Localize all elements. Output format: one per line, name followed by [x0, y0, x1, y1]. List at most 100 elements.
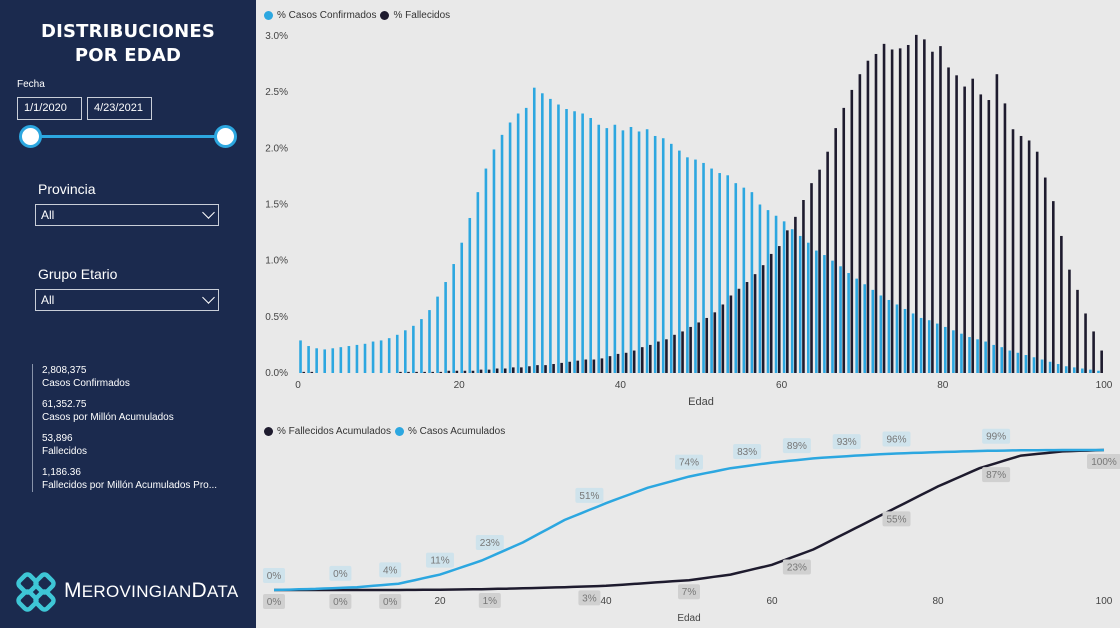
- bar-casos: [1040, 359, 1044, 373]
- date-start-input[interactable]: 1/1/2020: [17, 97, 82, 120]
- bar-casos: [541, 93, 544, 373]
- y-tick-label: 1.5%: [265, 200, 288, 211]
- data-label-fallecidos-box: [478, 592, 501, 608]
- bar-fallecidos: [310, 371, 314, 373]
- line-chart-legend: % Fallecidos Acumulados % Casos Acumulad…: [264, 426, 505, 437]
- provincia-dropdown[interactable]: All: [35, 204, 219, 226]
- bar-fallecidos: [850, 89, 854, 374]
- kpi-fallecidos-value: 53,896: [42, 433, 73, 444]
- bar-fallecidos: [955, 75, 958, 374]
- bar-casos: [605, 128, 609, 373]
- bar-casos: [847, 273, 850, 373]
- bar-casos: [855, 278, 858, 373]
- legend-fallecidos-acum-label: % Fallecidos Acumulados: [277, 426, 391, 437]
- data-label-casos: 23%: [480, 538, 500, 549]
- date-slider-end-handle[interactable]: [214, 125, 237, 148]
- data-label-fallecidos-box: [678, 584, 700, 600]
- bar-casos: [919, 317, 923, 373]
- bar-casos: [460, 242, 464, 373]
- bar-casos: [823, 255, 826, 373]
- bar-casos: [549, 98, 552, 373]
- data-label-casos-box: [475, 534, 504, 550]
- bar-casos: [500, 134, 504, 373]
- bar-fallecidos: [447, 370, 451, 373]
- kpi-casos-label: Casos Confirmados: [42, 378, 130, 389]
- bar-fallecidos: [665, 339, 668, 373]
- bar-fallecidos: [794, 216, 797, 373]
- bar-casos: [702, 162, 705, 373]
- bar-casos: [1016, 352, 1020, 373]
- bar-casos: [976, 339, 979, 373]
- data-label-casos-box: [329, 565, 352, 581]
- bar-casos: [1089, 369, 1092, 373]
- bar-fallecidos: [463, 370, 467, 373]
- bar-fallecidos: [874, 53, 878, 374]
- bar-fallecidos: [939, 46, 942, 374]
- bar-fallecidos: [737, 288, 741, 373]
- bar-fallecidos: [544, 365, 547, 373]
- bar-fallecidos: [407, 371, 410, 373]
- bar-fallecidos: [947, 67, 950, 373]
- kpi-fallecidos-label: Fallecidos: [42, 446, 88, 457]
- bar-fallecidos: [681, 331, 684, 373]
- data-label-fallecidos: 100%: [1091, 457, 1117, 468]
- data-label-casos-box: [675, 454, 703, 470]
- bar-casos: [379, 340, 383, 373]
- fecha-label: Fecha: [17, 79, 45, 90]
- legend-casos-acum-dot: [394, 427, 404, 436]
- data-label-fallecidos-box: [263, 594, 285, 609]
- bar-casos: [984, 341, 987, 373]
- bar-casos: [807, 242, 810, 373]
- bar-fallecidos: [890, 49, 894, 373]
- bar-casos: [404, 330, 407, 373]
- bar-fallecidos: [810, 183, 813, 373]
- bar-casos: [669, 143, 673, 373]
- data-label-casos-box: [982, 428, 1011, 444]
- kpi-fallecidos-millon-value: 1,186.36: [42, 467, 81, 478]
- bar-fallecidos: [842, 107, 846, 373]
- data-label-casos: 89%: [787, 441, 807, 452]
- bar-casos: [774, 215, 778, 373]
- bar-casos: [790, 229, 794, 373]
- date-end-input[interactable]: 4/23/2021: [87, 97, 152, 120]
- data-label-casos: 11%: [430, 556, 449, 567]
- data-label-casos: 51%: [579, 491, 599, 502]
- bar-casos: [323, 349, 327, 373]
- data-label-casos: 4%: [383, 565, 398, 576]
- bar-casos: [1097, 370, 1100, 373]
- data-label-casos-box: [832, 434, 861, 450]
- data-label-casos: 96%: [886, 435, 906, 446]
- bar-casos: [492, 149, 496, 373]
- date-slider-track[interactable]: [30, 135, 226, 138]
- grupo-etario-value: All: [41, 293, 55, 307]
- grupo-etario-label: Grupo Etario: [38, 266, 118, 282]
- bar-fallecidos: [1060, 235, 1063, 373]
- bar-casos: [420, 319, 423, 373]
- bar-casos: [661, 138, 665, 373]
- grupo-etario-dropdown[interactable]: All: [35, 289, 219, 311]
- title-line-2: POR EDAD: [74, 45, 182, 66]
- data-label-casos-box: [782, 438, 811, 454]
- bar-fallecidos: [802, 200, 805, 373]
- bar-casos: [597, 124, 601, 373]
- bar-fallecidos: [963, 86, 966, 374]
- bar-fallecidos: [576, 360, 580, 373]
- bar-casos: [911, 313, 915, 373]
- bar-casos: [532, 87, 536, 373]
- bar-casos: [1032, 357, 1036, 373]
- bar-chart-legend: % Casos Confirmados % Fallecidos: [264, 10, 450, 21]
- y-tick-label: 0.0%: [265, 368, 288, 379]
- bar-chart-svg: 0.0% 0.5% 1.0% 1.5% 2.0% 2.5% 3.0% 0 20 40 60 80 100…: [265, 31, 1113, 408]
- page-title: DISTRIBUCIONES POR EDAD: [0, 20, 256, 68]
- chevron-down-icon: [202, 206, 215, 219]
- bar-casos: [935, 323, 939, 373]
- date-slider-start-handle[interactable]: [19, 125, 42, 148]
- bar-fallecidos: [1011, 129, 1015, 373]
- bar-casos: [1024, 355, 1028, 373]
- data-label-casos: 99%: [986, 432, 1006, 443]
- bar-fallecidos: [1019, 135, 1023, 373]
- bar-fallecidos: [697, 322, 700, 373]
- bar-casos: [1064, 366, 1068, 373]
- bar-fallecidos: [1092, 331, 1095, 373]
- data-label-fallecidos-box: [578, 590, 601, 606]
